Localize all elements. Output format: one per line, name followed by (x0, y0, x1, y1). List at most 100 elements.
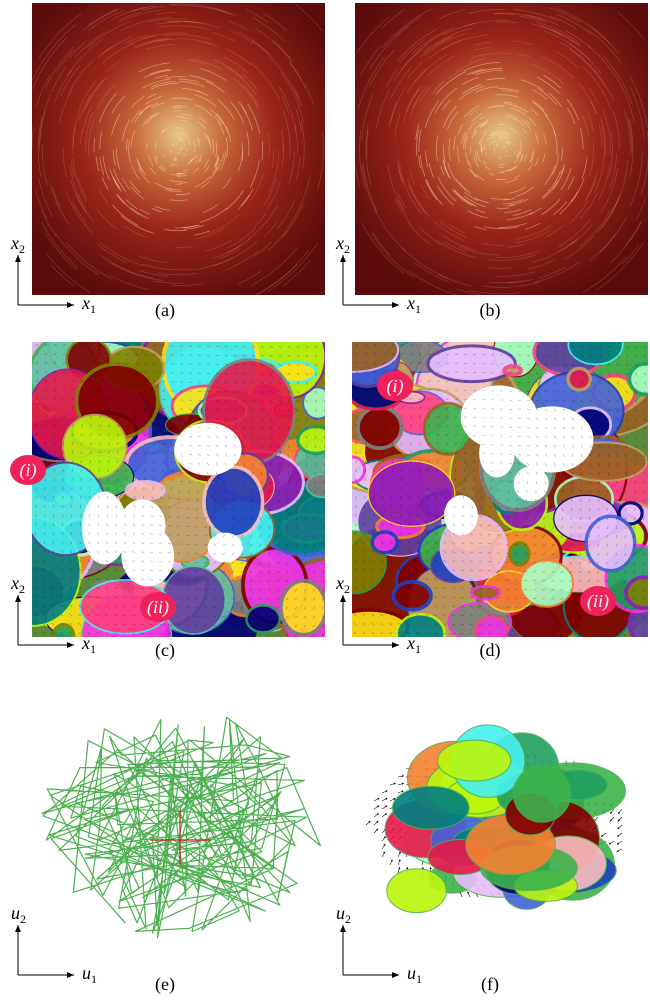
axis-subscript: 2 (19, 582, 25, 596)
region (306, 474, 340, 497)
region-label: (i) (20, 460, 37, 481)
axis-label: u1 (82, 963, 97, 986)
vector (618, 825, 622, 829)
axis-subscript: 1 (90, 642, 96, 656)
region (387, 869, 447, 913)
vector (382, 806, 387, 809)
axis-subscript: 2 (345, 912, 351, 926)
axis-symbol: u (336, 903, 345, 923)
panel: (i)(ii)x2x1(c) (0, 305, 367, 678)
region (472, 586, 500, 599)
vector (374, 829, 378, 833)
vector (398, 783, 404, 785)
region (298, 426, 334, 453)
axis-subscript: 2 (19, 242, 25, 256)
vector (390, 783, 396, 785)
region (504, 366, 521, 374)
vector (601, 833, 606, 837)
panel-label: (d) (480, 640, 501, 661)
white-region (82, 492, 127, 565)
axis-label: x2 (10, 233, 25, 256)
axis-subscript: 2 (344, 582, 350, 596)
vector (382, 791, 387, 793)
region (125, 481, 165, 500)
axis-symbol: x (10, 233, 19, 253)
region (513, 765, 570, 822)
axis-symbol: u (82, 963, 91, 983)
vector (374, 821, 378, 825)
axis-symbol: x (10, 573, 19, 593)
vector (374, 806, 379, 809)
figure: x2x1(a)x2x1(b)(i)(ii)x2x1(c)(i)(ii)x2x1(… (0, 0, 650, 1001)
axis-symbol: u (11, 903, 20, 923)
axis-subscript: 1 (415, 642, 421, 656)
region (586, 516, 635, 570)
vector (398, 852, 401, 857)
vector (382, 836, 386, 841)
region (368, 461, 455, 526)
axis-label: x2 (335, 233, 350, 256)
axis-subscript: 2 (20, 912, 26, 926)
vector (366, 821, 370, 825)
vector (374, 798, 379, 801)
vector (618, 809, 622, 814)
panel-label: (c) (155, 640, 175, 661)
region (372, 532, 397, 553)
vector (374, 813, 379, 817)
panel-label: (e) (155, 974, 175, 995)
trajectory (42, 717, 321, 937)
vector (617, 841, 622, 844)
region (629, 364, 650, 395)
vector (382, 813, 387, 817)
vector (617, 849, 622, 852)
axis-label: u1 (407, 963, 422, 986)
region (330, 610, 407, 645)
panel-label: (b) (480, 300, 501, 321)
panel: x2x1(b) (335, 3, 648, 321)
region (438, 740, 511, 781)
vector (382, 852, 385, 857)
vector (617, 833, 622, 837)
axis-symbol: x (335, 233, 344, 253)
panel: u2u1(f) (336, 725, 626, 995)
axis-label: x2 (335, 573, 350, 596)
vector (382, 798, 387, 801)
vector (467, 892, 470, 897)
white-region (174, 423, 241, 476)
region (341, 457, 365, 483)
region (393, 786, 470, 829)
region (510, 543, 529, 565)
region (358, 407, 402, 448)
axis-subscript: 1 (91, 972, 97, 986)
region (246, 605, 279, 632)
axis-subscript: 1 (416, 972, 422, 986)
vector (618, 817, 622, 821)
region (568, 368, 590, 390)
axis-label: x1 (81, 293, 96, 316)
axis-symbol: u (407, 963, 416, 983)
panel: x2x1(a) (10, 3, 325, 321)
vector (390, 859, 392, 865)
panel-label: (f) (481, 974, 499, 995)
axis-subscript: 1 (415, 302, 421, 316)
panel: (i)(ii)x2x1(d) (284, 269, 650, 675)
panel-label: (a) (155, 300, 175, 321)
axis-symbol: x (406, 293, 415, 313)
white-region (208, 533, 243, 563)
partition (0, 305, 367, 678)
axis-label: x1 (406, 293, 421, 316)
region (626, 577, 650, 608)
vector (609, 841, 614, 844)
white-region (121, 526, 174, 586)
vector (382, 844, 385, 849)
white-region (444, 495, 478, 535)
region-label: (ii) (587, 591, 609, 612)
vector (398, 859, 400, 865)
axis-label: u2 (11, 903, 26, 926)
axis-symbol: x (335, 573, 344, 593)
axis-symbol: x (81, 293, 90, 313)
vector (398, 867, 400, 873)
axis-subscript: 1 (90, 302, 96, 316)
region-label: (ii) (147, 597, 169, 618)
region-label: (i) (387, 376, 404, 397)
